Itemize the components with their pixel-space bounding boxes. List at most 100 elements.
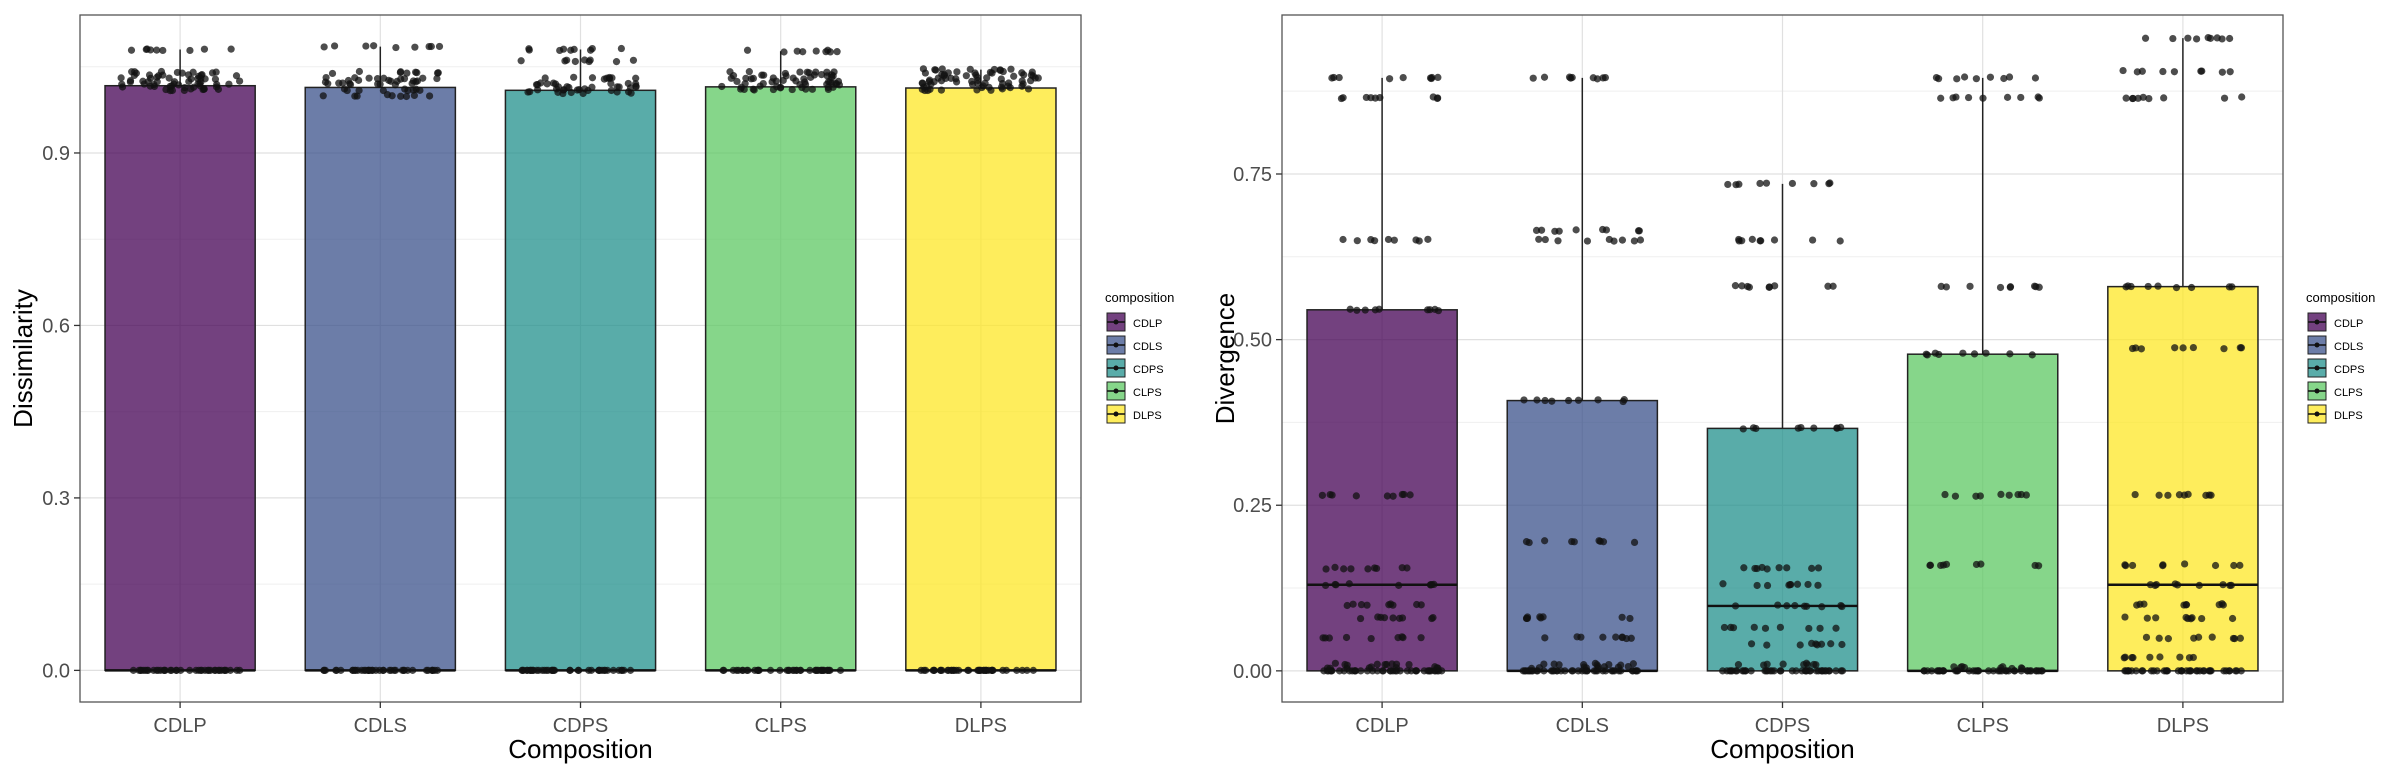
data-point (1838, 667, 1847, 675)
legend-label: CDLS (2334, 341, 2363, 353)
data-point (556, 46, 564, 55)
data-point (2139, 93, 2147, 101)
data-point (749, 74, 757, 82)
box-cdls (1506, 77, 1659, 673)
data-point (1376, 94, 1384, 102)
data-point (206, 666, 215, 674)
data-point (1796, 641, 1804, 649)
data-point (2202, 491, 2210, 499)
data-point (2122, 562, 2130, 570)
data-point (1740, 564, 1748, 572)
data-point (1431, 663, 1439, 671)
data-point (2159, 67, 2167, 76)
chart-panel-1: 0.0 0.3 0.6 0.9 CDLP CDLS CDPS CLPS DLPS Composit… (8, 14, 1174, 764)
data-point (1933, 667, 1941, 675)
data-point (938, 65, 946, 73)
points-cdps (517, 44, 640, 674)
data-point (2121, 613, 2129, 621)
data-point (741, 80, 749, 88)
data-point (409, 86, 418, 94)
data-point (2187, 615, 2195, 623)
data-point (1787, 580, 1795, 589)
data-point (2136, 600, 2144, 608)
y-tick-label: 0.50 (1233, 330, 1272, 352)
data-point (172, 666, 180, 674)
data-point (1331, 563, 1339, 571)
data-point (1343, 601, 1351, 610)
data-point (1793, 580, 1802, 588)
data-point (1580, 661, 1588, 669)
data-point (1812, 661, 1820, 669)
data-point (580, 56, 589, 64)
data-point (170, 78, 179, 86)
data-point (1555, 227, 1563, 235)
data-point (2207, 491, 2215, 499)
data-point (1935, 75, 1943, 83)
points-cdls (319, 42, 444, 674)
data-point (2226, 667, 2234, 675)
data-point (135, 666, 143, 674)
data-point (2219, 601, 2227, 609)
data-point (411, 43, 419, 51)
data-point (2195, 633, 2203, 641)
data-point (759, 79, 767, 88)
data-point (1739, 425, 1747, 433)
legend-label: CDPS (1133, 364, 1164, 376)
data-point (1400, 490, 1408, 499)
data-point (1373, 660, 1381, 668)
data-point (1952, 93, 1960, 101)
legend-swatch-dot (1113, 365, 1119, 371)
data-point (965, 666, 973, 674)
data-point (824, 46, 832, 54)
data-point (1814, 581, 1822, 589)
data-point (999, 666, 1007, 674)
data-point (127, 46, 136, 54)
data-point (1321, 581, 1330, 590)
data-point (790, 666, 798, 674)
data-point (145, 71, 154, 79)
data-point (926, 76, 934, 84)
data-point (1761, 624, 1770, 632)
box-dlps (2107, 38, 2259, 672)
data-point (1812, 667, 1821, 675)
data-point (2028, 351, 2036, 359)
data-point (401, 85, 409, 93)
data-point (1353, 237, 1361, 245)
data-point (2153, 667, 2161, 675)
x-tick-label: CLPS (755, 715, 807, 737)
data-point (390, 666, 398, 674)
data-point (1808, 564, 1816, 572)
data-point (2198, 614, 2206, 623)
data-point (1966, 282, 1974, 290)
data-point (1339, 235, 1347, 244)
data-point (397, 92, 405, 100)
data-point (2155, 491, 2163, 499)
data-point (117, 74, 125, 82)
data-point (1609, 667, 1617, 675)
data-point (919, 65, 928, 73)
data-point (409, 666, 417, 674)
data-point (1958, 662, 1966, 671)
data-point (2238, 93, 2246, 101)
x-tick-label: DLPS (2157, 715, 2209, 737)
legend-label: CDLP (1133, 318, 1162, 330)
data-point (2146, 653, 2154, 661)
data-point (1832, 667, 1840, 675)
data-point (1825, 667, 1833, 675)
data-point (2147, 667, 2156, 675)
data-point (352, 666, 360, 674)
box-body (1506, 399, 1659, 672)
data-point (1570, 538, 1578, 546)
data-point (785, 666, 793, 674)
data-point (1752, 424, 1760, 433)
data-point (431, 666, 439, 674)
data-point (433, 74, 441, 83)
data-point (351, 92, 359, 100)
data-point (2006, 283, 2015, 291)
data-point (387, 77, 395, 85)
data-point (139, 77, 147, 85)
data-point (788, 85, 796, 94)
data-point (571, 57, 579, 66)
points-clps (718, 46, 845, 674)
data-point (2152, 614, 2160, 622)
